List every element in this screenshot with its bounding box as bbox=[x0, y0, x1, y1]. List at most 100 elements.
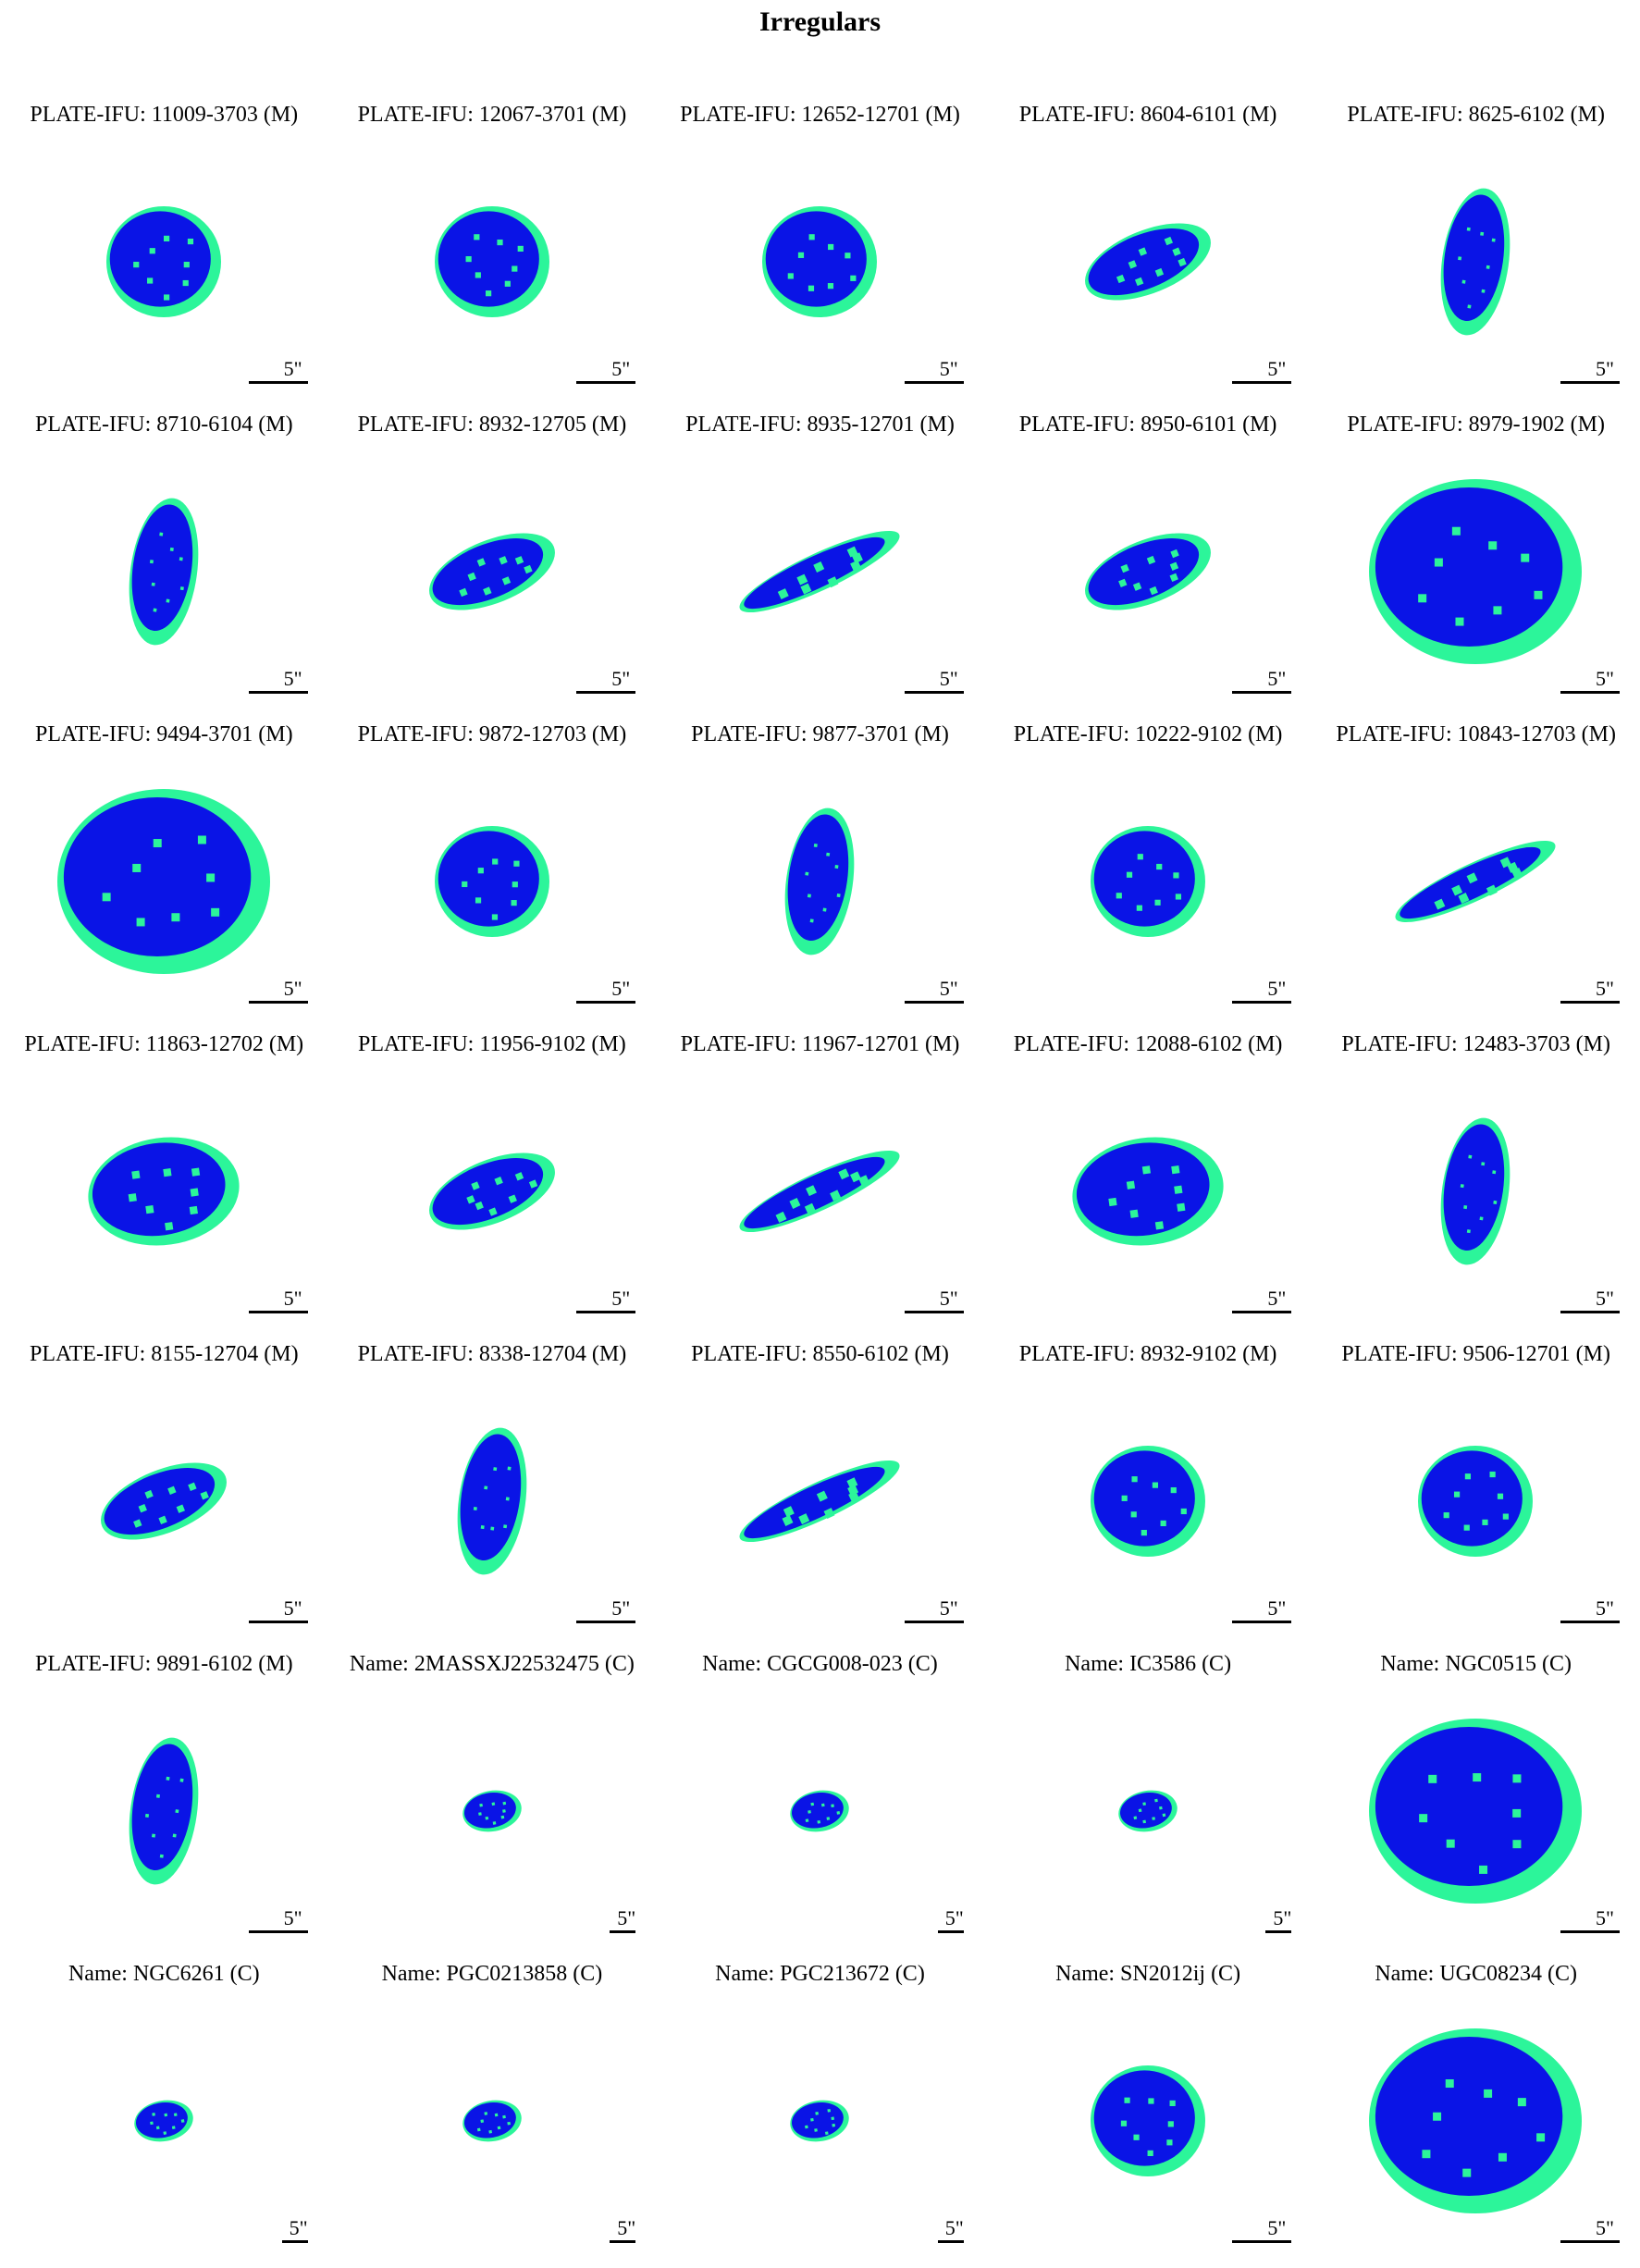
galaxy-speckle bbox=[132, 863, 142, 872]
galaxy-speckle bbox=[179, 1778, 184, 1782]
galaxy-speckle bbox=[164, 235, 170, 241]
galaxy-map bbox=[1441, 1117, 1511, 1265]
galaxy-speckle bbox=[1178, 257, 1187, 267]
galaxy-inner-region bbox=[1375, 1727, 1563, 1886]
galaxy-speckle bbox=[164, 2113, 168, 2117]
scale-label: 5" bbox=[611, 357, 631, 380]
galaxy-speckle bbox=[1148, 2098, 1154, 2104]
galaxy-speckle bbox=[805, 1202, 816, 1214]
galaxy-map bbox=[1369, 479, 1583, 664]
galaxy-speckle bbox=[1141, 1165, 1151, 1175]
galaxy-speckle bbox=[190, 1188, 199, 1197]
panel-label: PLATE-IFU: 8604-6101 (M) bbox=[1018, 103, 1277, 127]
scale-bar: 5" bbox=[1232, 662, 1292, 699]
galaxy-speckle bbox=[485, 290, 491, 297]
galaxy-speckle bbox=[806, 1185, 818, 1197]
scale-bar: 5" bbox=[576, 352, 636, 389]
galaxy-panel: PLATE-IFU: 9872-12703 (M) 5" bbox=[328, 712, 657, 1022]
galaxy-speckle bbox=[815, 2111, 820, 2115]
galaxy-speckle bbox=[102, 893, 111, 902]
scale-line bbox=[1560, 381, 1620, 384]
galaxy-speckle bbox=[133, 262, 140, 268]
galaxy-speckle bbox=[179, 586, 184, 591]
galaxy-speckle bbox=[825, 2131, 829, 2136]
scale-line bbox=[248, 1621, 308, 1623]
galaxy-speckle bbox=[1480, 231, 1485, 236]
galaxy-panel: PLATE-IFU: 11863-12702 (M) 5" bbox=[0, 1022, 328, 1332]
scale-label: 5" bbox=[1267, 1287, 1287, 1310]
galaxy-speckle bbox=[1120, 2120, 1127, 2126]
galaxy-panel: PLATE-IFU: 9506-12701 (M) 5" bbox=[1312, 1332, 1640, 1642]
galaxy-speckle bbox=[1169, 561, 1178, 571]
galaxy-speckle bbox=[136, 918, 145, 927]
galaxy-speckle bbox=[796, 573, 808, 585]
galaxy-speckle bbox=[826, 852, 831, 857]
panel-label: PLATE-IFU: 8338-12704 (M) bbox=[357, 1342, 627, 1366]
galaxy-speckle bbox=[1173, 1185, 1183, 1194]
galaxy-speckle bbox=[1172, 247, 1181, 256]
galaxy-speckle bbox=[514, 556, 524, 565]
galaxy-speckle bbox=[827, 2108, 832, 2113]
galaxy-speckle bbox=[492, 1821, 496, 1825]
galaxy-speckle bbox=[128, 1193, 137, 1202]
galaxy-map bbox=[790, 2100, 849, 2142]
galaxy-speckle bbox=[467, 572, 476, 582]
galaxy-speckle bbox=[487, 2129, 492, 2134]
galaxy-speckle bbox=[475, 897, 481, 904]
galaxy-panel: Name: UGC08234 (C) 5" bbox=[1312, 1952, 1640, 2262]
panel-label: PLATE-IFU: 12483-3703 (M) bbox=[1341, 1032, 1610, 1056]
galaxy-speckle bbox=[836, 894, 841, 898]
galaxy-speckle bbox=[144, 1489, 154, 1499]
galaxy-inner-region bbox=[765, 211, 868, 307]
galaxy-speckle bbox=[1458, 893, 1470, 905]
galaxy-speckle bbox=[805, 2125, 808, 2129]
galaxy-inner-region bbox=[1093, 1450, 1195, 1547]
galaxy-speckle bbox=[828, 283, 834, 290]
scale-bar: 5" bbox=[1560, 1592, 1620, 1629]
scale-label: 5" bbox=[1267, 667, 1287, 690]
galaxy-speckle bbox=[523, 564, 533, 574]
galaxy-inner-region bbox=[460, 1434, 521, 1561]
scale-label: 5" bbox=[939, 1596, 958, 1620]
galaxy-speckle bbox=[1153, 1798, 1158, 1803]
galaxy-speckle bbox=[477, 1812, 482, 1816]
galaxy-speckle bbox=[1142, 1819, 1146, 1824]
galaxy-speckle bbox=[828, 243, 834, 251]
galaxy-map bbox=[428, 1152, 555, 1230]
panel-label: PLATE-IFU: 8932-12705 (M) bbox=[357, 413, 627, 437]
galaxy-speckle bbox=[528, 1179, 537, 1189]
galaxy-inner-region bbox=[104, 1468, 216, 1535]
galaxy-speckle bbox=[1138, 1808, 1142, 1813]
galaxy-speckle bbox=[1512, 1840, 1522, 1849]
galaxy-panel: PLATE-IFU: 10222-9102 (M) 5" bbox=[984, 712, 1313, 1022]
galaxy-speckle bbox=[1175, 894, 1181, 900]
galaxy-speckle bbox=[478, 1803, 483, 1807]
panel-label: PLATE-IFU: 8550-6102 (M) bbox=[691, 1342, 949, 1366]
galaxy-speckle bbox=[187, 238, 194, 245]
galaxy-speckle bbox=[1108, 1197, 1117, 1207]
galaxy-speckle bbox=[465, 255, 472, 263]
galaxy-speckle bbox=[155, 1793, 161, 1798]
galaxy-speckle bbox=[1467, 1229, 1472, 1234]
panel-label: Name: IC3586 (C) bbox=[1065, 1652, 1232, 1676]
scale-line bbox=[937, 2240, 964, 2243]
galaxy-speckle bbox=[1481, 1162, 1486, 1166]
galaxy-speckle bbox=[1492, 238, 1497, 242]
galaxy-speckle bbox=[845, 253, 851, 259]
galaxy-speckle bbox=[182, 279, 189, 287]
galaxy-map bbox=[784, 807, 855, 955]
scale-line bbox=[904, 381, 964, 384]
galaxy-speckle bbox=[1479, 1865, 1488, 1874]
galaxy-speckle bbox=[813, 561, 825, 573]
scale-bar: 5" bbox=[937, 1902, 964, 1939]
galaxy-inner-region bbox=[1088, 228, 1199, 296]
galaxy-speckle bbox=[1160, 1520, 1166, 1527]
scale-bar: 5" bbox=[904, 1282, 964, 1319]
scale-line bbox=[904, 1001, 964, 1004]
galaxy-panel: PLATE-IFU: 11009-3703 (M) 5" bbox=[0, 92, 328, 402]
galaxy-inner-region bbox=[1443, 194, 1505, 322]
galaxy-map bbox=[739, 530, 900, 613]
galaxy-speckle bbox=[1498, 1493, 1504, 1499]
galaxy-map bbox=[1090, 1446, 1205, 1557]
scale-bar: 5" bbox=[937, 2212, 964, 2249]
